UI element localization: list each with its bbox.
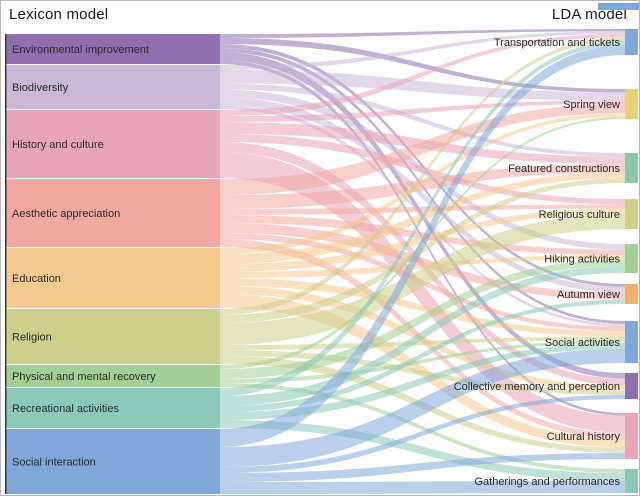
sankey-link (220, 33, 625, 116)
right-node (625, 153, 638, 183)
sankey-link (220, 163, 625, 209)
right-node (625, 321, 638, 363)
left-node-label: Education (12, 273, 61, 285)
right-node (625, 199, 638, 229)
sankey-link (220, 481, 625, 494)
sankey-link (220, 255, 625, 278)
sankey-link (220, 45, 625, 448)
left-node-label: Recreational activities (12, 403, 119, 415)
left-node (5, 365, 220, 387)
left-node (5, 34, 220, 64)
left-node (5, 110, 220, 178)
left-node-label: Biodiversity (12, 82, 69, 94)
sankey-link (220, 152, 625, 433)
sankey-link (220, 453, 625, 482)
sankey-link (220, 278, 625, 337)
right-node-label: Collective memory and perception (454, 381, 620, 393)
right-node-label: Transportation and tickets (494, 37, 621, 49)
sankey-link (220, 383, 625, 473)
right-node (625, 469, 638, 493)
right-node-label: Featured constructions (508, 163, 620, 175)
right-node (625, 413, 638, 459)
top-right-accent-bar (598, 3, 639, 10)
sankey-link (220, 40, 625, 397)
sankey-link (220, 113, 625, 254)
left-node-label: Physical and mental recovery (12, 371, 156, 383)
sankey-link (220, 44, 625, 287)
right-node (625, 373, 638, 399)
sankey-link (220, 134, 625, 205)
left-model-title: Lexicon model (9, 6, 109, 23)
sankey-link (220, 204, 625, 215)
sankey-link (220, 38, 625, 93)
sankey-link (220, 223, 625, 300)
sankey-link (220, 100, 625, 122)
left-node (5, 248, 220, 308)
right-node-label: Hiking activities (544, 254, 620, 266)
left-node-label: History and culture (12, 139, 104, 151)
sankey-link (220, 214, 625, 345)
sankey-link (220, 31, 625, 70)
sankey-link (220, 348, 625, 467)
right-node-label: Gatherings and performances (474, 476, 620, 488)
left-node (5, 429, 220, 494)
right-node (625, 284, 638, 304)
sankey-link (220, 299, 625, 412)
left-node-label: Religion (12, 332, 52, 344)
sankey-link (220, 394, 625, 473)
sankey-link (220, 340, 625, 383)
sankey-link (220, 37, 625, 315)
left-node (5, 309, 220, 364)
sankey-link (220, 266, 625, 406)
sankey-link (220, 97, 625, 293)
sankey-link (220, 259, 625, 379)
right-node (625, 89, 638, 119)
left-node-label: Social interaction (12, 457, 96, 469)
left-node-label: Environmental improvement (12, 44, 149, 56)
sankey-link (220, 215, 625, 256)
left-node (5, 65, 220, 109)
right-node-label: Social activities (545, 337, 621, 349)
left-node (5, 388, 220, 428)
sankey-link (220, 420, 625, 481)
sankey-link (220, 29, 625, 38)
right-node (625, 244, 638, 273)
left-node-label: Aesthetic appreciation (12, 208, 120, 220)
sankey-link (220, 343, 625, 420)
right-model-title: LDA model (551, 6, 627, 23)
left-node (5, 179, 220, 247)
right-node-label: Cultural history (547, 431, 621, 443)
sankey-link (220, 336, 625, 350)
right-node-label: Autumn view (557, 289, 620, 301)
right-node (625, 29, 638, 55)
sankey-link (220, 350, 625, 395)
right-node-label: Spring view (563, 99, 620, 111)
right-node-label: Religious culture (539, 209, 620, 221)
sankey-link (220, 83, 625, 157)
sankey-link (220, 104, 625, 195)
